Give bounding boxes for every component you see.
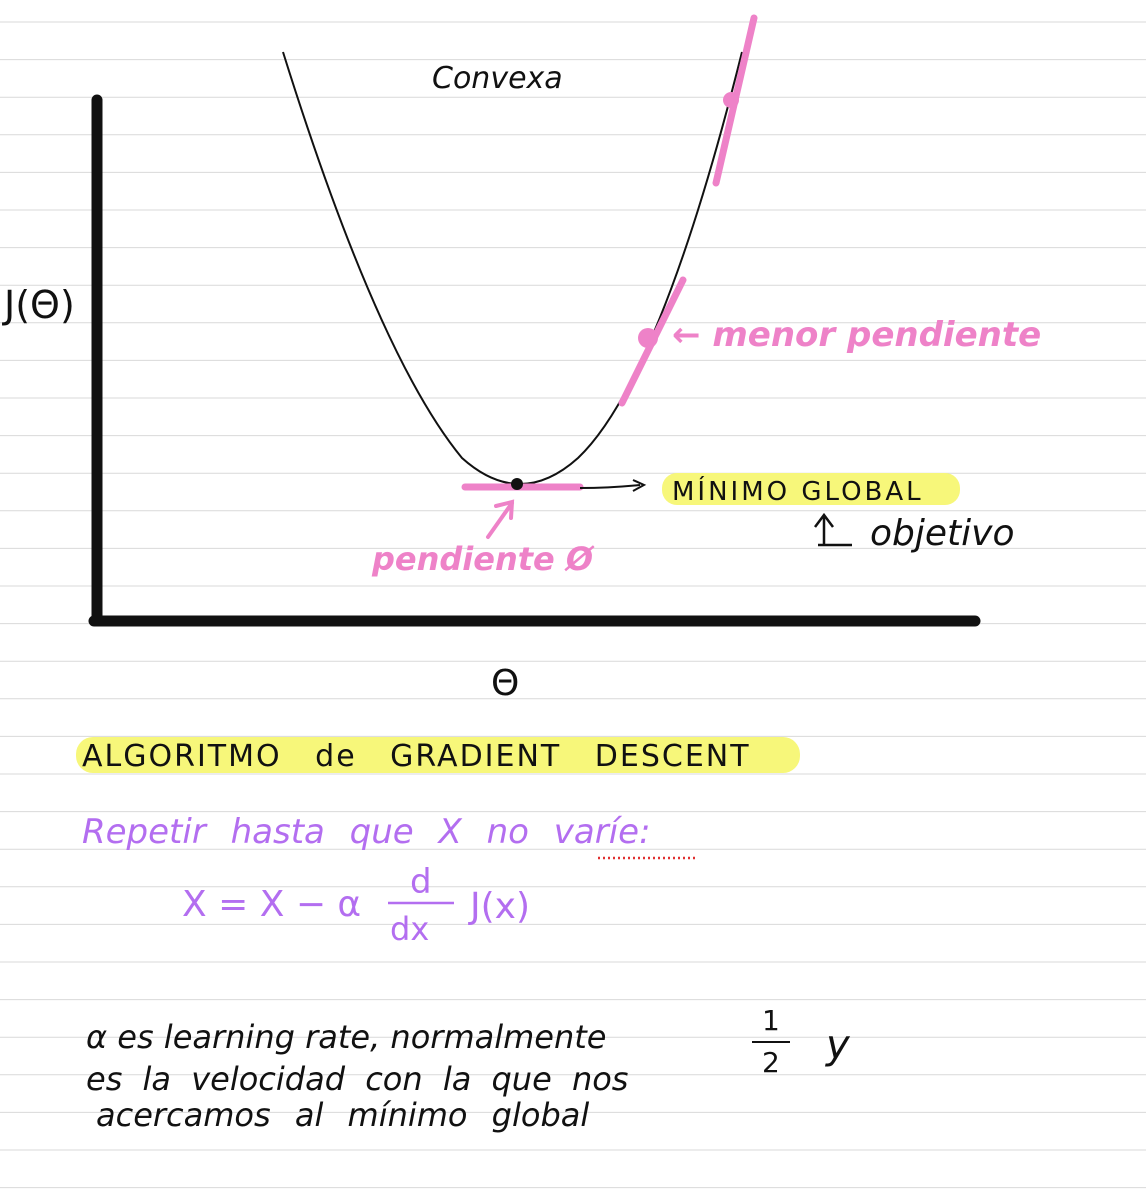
zero-slope-label: pendiente Ø bbox=[371, 540, 595, 578]
objective-label: objetivo bbox=[870, 513, 1014, 554]
explanation-y: y bbox=[825, 1022, 851, 1068]
convex-curve bbox=[282, 51, 743, 485]
explanation-fraction-num: 1 bbox=[762, 1004, 780, 1037]
objective-arrow-icon bbox=[814, 512, 852, 547]
minimum-highlight bbox=[662, 473, 960, 505]
steep-tangent-point bbox=[723, 92, 739, 108]
curve-label: Convexa bbox=[432, 61, 563, 96]
minimum-arrow-head bbox=[632, 479, 647, 492]
explanation-line2: es la velocidad con la que nos bbox=[86, 1060, 628, 1098]
formula-rhs: J(x) bbox=[468, 886, 530, 927]
explanation-line1: α es learning rate, normalmente bbox=[86, 1018, 606, 1056]
gentler-tangent-point bbox=[638, 328, 658, 348]
algorithm-highlight bbox=[76, 737, 800, 773]
formula-denominator: dx bbox=[390, 910, 429, 948]
formula-lhs: X = X − α bbox=[182, 884, 361, 925]
slope-annotation: ← menor pendiente bbox=[672, 315, 1041, 355]
formula-numerator: d bbox=[410, 862, 432, 902]
ruled-lines bbox=[0, 21, 1146, 1189]
minimum-point bbox=[511, 478, 523, 490]
y-axis-label: J(Θ) bbox=[2, 283, 75, 327]
zero-slope-arrow bbox=[486, 501, 514, 539]
explanation-fraction-den: 2 bbox=[762, 1046, 780, 1079]
x-axis-label: Θ bbox=[491, 663, 519, 704]
explanation-line3: acercamos al mínimo global bbox=[96, 1096, 589, 1134]
algorithm-title: ALGORITMO de GRADIENT DESCENT bbox=[82, 739, 751, 774]
repeat-line: Repetir hasta que X no varíe: bbox=[82, 812, 651, 852]
zero-slope-arrow-head bbox=[494, 499, 515, 520]
minimum-arrow bbox=[579, 484, 641, 489]
minimum-label: MÍNIMO GLOBAL bbox=[672, 475, 924, 507]
